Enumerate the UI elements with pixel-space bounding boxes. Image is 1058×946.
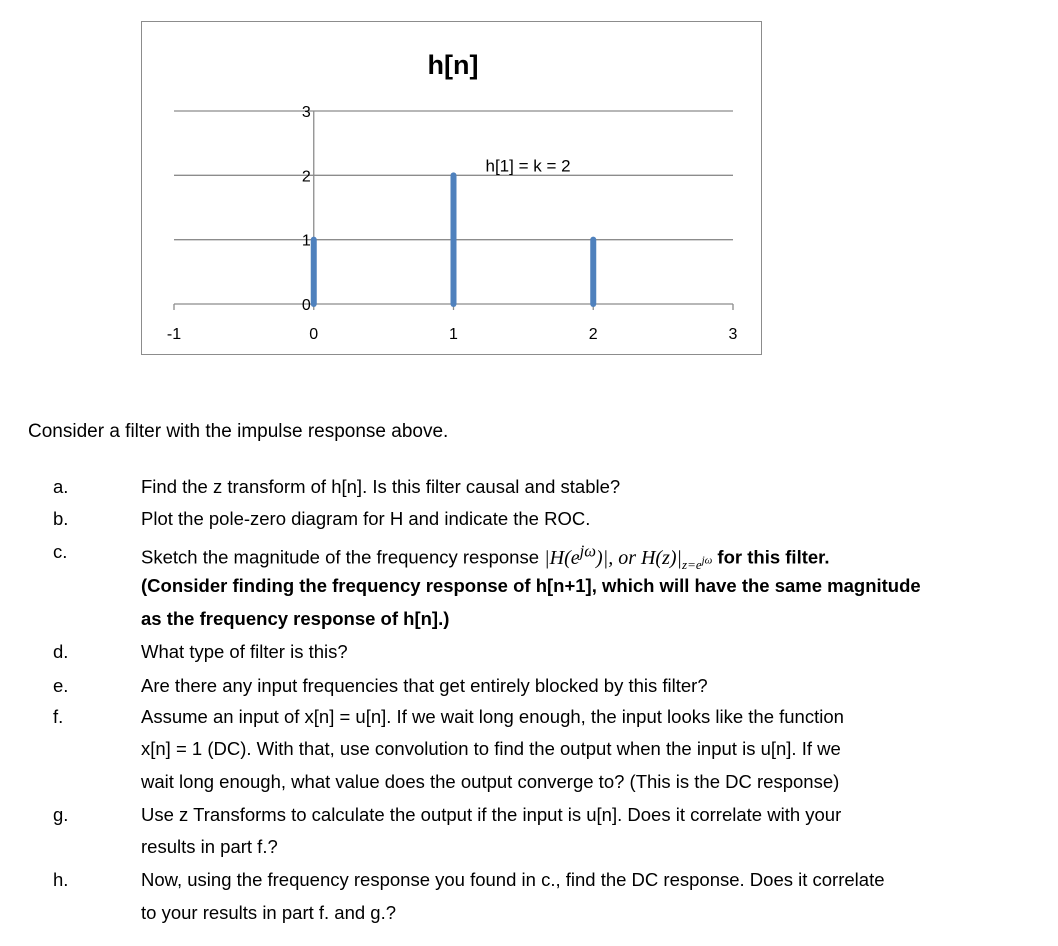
item-text: What type of filter is this? — [141, 641, 348, 662]
x-tick-label: 2 — [589, 326, 598, 343]
item-text: Plot the pole-zero diagram for H and ind… — [141, 508, 591, 529]
item-text: wait long enough, what value does the ou… — [141, 771, 840, 792]
y-tick-label: 3 — [302, 104, 311, 121]
item-text-post: for this filter. — [712, 546, 830, 568]
item-text: x[n] = 1 (DC). With that, use convolutio… — [141, 738, 841, 759]
annotation-label: h[1] = k = 2 — [486, 156, 571, 175]
item-letter: d. — [53, 641, 69, 662]
item-text: to your results in part f. and g.? — [141, 902, 397, 923]
item-text: Sketch the magnitude of the frequency re… — [141, 541, 829, 573]
item-text: Find the z transform of h[n]. Is this fi… — [141, 476, 621, 497]
chart-title: h[n] — [428, 50, 479, 80]
item-text: (Consider finding the frequency response… — [141, 575, 921, 596]
item-letter: c. — [53, 541, 68, 562]
y-tick-label: 0 — [302, 297, 311, 314]
formula-part: |H(e — [544, 546, 580, 569]
frequency-response-formula: |H(ejω)|, or H(z)|z=ejω — [544, 541, 713, 572]
item-letter: h. — [53, 869, 69, 890]
x-tick-label: 0 — [309, 326, 318, 343]
formula-sub-sup: jω — [701, 554, 713, 567]
item-text: Assume an input of x[n] = u[n]. If we wa… — [141, 706, 844, 727]
x-tick-label: 3 — [729, 326, 738, 343]
formula-sup: jω — [579, 541, 597, 560]
item-letter: g. — [53, 804, 69, 825]
y-tick-label: 1 — [302, 233, 311, 250]
item-text: Now, using the frequency response you fo… — [141, 869, 885, 890]
item-letter: a. — [53, 476, 69, 497]
impulse-response-chart: h[n] 0 1 2 3 -1 0 1 2 3 h[1] = k = 2 — [141, 21, 762, 355]
intro-text: Consider a filter with the impulse respo… — [28, 421, 449, 442]
item-text: as the frequency response of h[n].) — [141, 608, 450, 629]
x-tick-label: 1 — [449, 326, 458, 343]
item-text-pre: Sketch the magnitude of the frequency re… — [141, 546, 545, 568]
item-text: Use z Transforms to calculate the output… — [141, 804, 842, 825]
item-text: Are there any input frequencies that get… — [141, 675, 708, 696]
x-tick-label: -1 — [167, 326, 181, 343]
y-tick-label: 2 — [302, 168, 311, 185]
formula-part: )|, or H(z)| — [596, 546, 683, 569]
chart-svg: h[n] 0 1 2 3 -1 0 1 2 3 h[1] = k = 2 — [167, 50, 738, 343]
item-letter: b. — [53, 508, 69, 529]
item-text: results in part f.? — [141, 836, 278, 857]
item-letter: f. — [53, 706, 64, 727]
item-letter: e. — [53, 675, 69, 696]
formula-sub: z=e — [682, 556, 702, 572]
